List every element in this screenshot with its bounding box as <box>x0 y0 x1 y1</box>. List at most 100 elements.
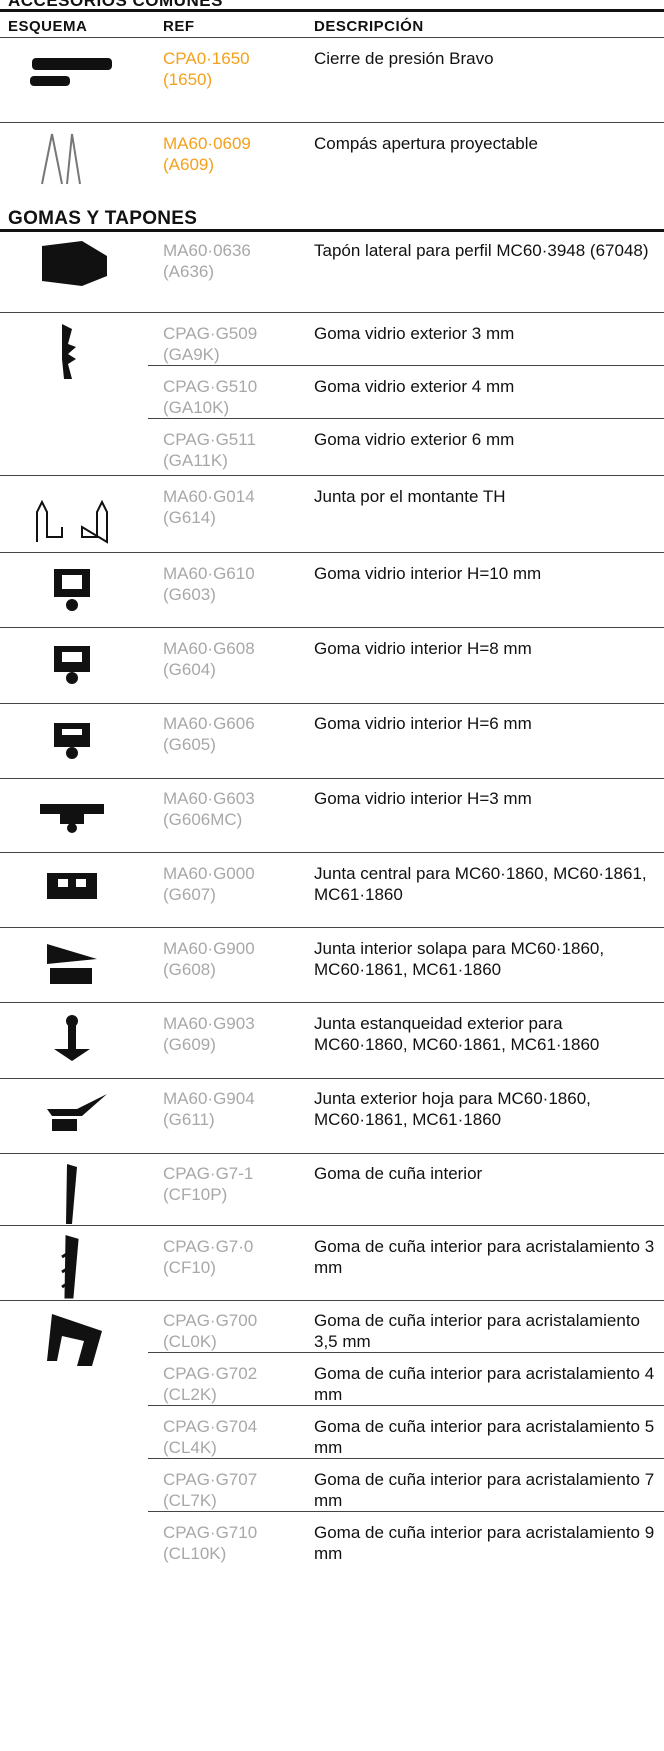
rule <box>0 552 664 553</box>
rule <box>0 9 664 12</box>
ref-cell: MA60·0636 (A636) <box>163 240 251 282</box>
ref-cell: MA60·0609 (A609) <box>163 133 251 175</box>
schematic-icon <box>42 241 107 286</box>
rule <box>0 229 664 232</box>
ref-code: (A609) <box>163 155 215 174</box>
ref-cell: CPAG·G7·0 (CF10) <box>163 1236 253 1278</box>
ref-cell: CPAG·G7-1 (CF10P) <box>163 1163 253 1205</box>
ref: MA60·G014 <box>163 487 255 506</box>
description: Goma vidrio exterior 6 mm <box>314 430 515 449</box>
rule <box>148 418 664 419</box>
schematic-icon <box>54 1015 90 1061</box>
schematic-icon <box>41 133 81 185</box>
description: Junta por el montante TH <box>314 487 506 506</box>
ref: CPAG·G710 <box>163 1523 258 1542</box>
ref: CPA0·1650 <box>163 49 250 68</box>
ref-cell: CPAG·G510 (GA10K) <box>163 376 257 418</box>
schematic-icon <box>54 569 90 611</box>
ref-code: (G604) <box>163 660 216 679</box>
schematic-icon <box>62 324 76 379</box>
header-cell: REF <box>163 18 195 35</box>
rule <box>0 1225 664 1226</box>
ref: MA60·0609 <box>163 134 251 153</box>
rule <box>0 1002 664 1003</box>
ref: CPAG·G702 <box>163 1364 258 1383</box>
ref-cell: CPAG·G509 (GA9K) <box>163 323 257 365</box>
top-heading: ACCESORIOS COMUNES <box>8 0 223 10</box>
ref-cell: MA60·G606 (G605) <box>163 713 255 755</box>
ref: CPAG·G7-1 <box>163 1164 254 1183</box>
rule <box>0 1300 664 1301</box>
schematic-icon <box>54 723 90 759</box>
ref-code: (G611) <box>163 1110 215 1129</box>
ref-cell: MA60·G014 (G614) <box>163 486 255 528</box>
rule <box>0 852 664 853</box>
ref: CPAG·G7·0 <box>163 1237 254 1256</box>
ref-cell: MA60·G900 (G608) <box>163 938 255 980</box>
ref-code: (GA11K) <box>163 451 228 470</box>
ref: MA60·G900 <box>163 939 255 958</box>
description: Goma vidrio interior H=10 mm <box>314 564 542 583</box>
description: Tapón lateral para perfil MC60·3948 (670… <box>314 241 649 260</box>
description: Goma de cuña interior <box>314 1164 483 1183</box>
ref-code: (G609) <box>163 1035 216 1054</box>
ref-cell: CPAG·G702 (CL2K) <box>163 1363 257 1405</box>
ref-cell: MA60·G608 (G604) <box>163 638 255 680</box>
ref-code: (G608) <box>163 960 216 979</box>
description: Goma de cuña interior para acristalamien… <box>314 1364 655 1404</box>
ref-code: (GA9K) <box>163 345 220 364</box>
ref-code: (1650) <box>163 70 213 89</box>
description: Goma vidrio interior H=8 mm <box>314 639 532 658</box>
ref-code: (G605) <box>163 735 216 754</box>
ref-code: (G603) <box>163 585 216 604</box>
ref-cell: MA60·G903 (G609) <box>163 1013 255 1055</box>
rule <box>0 37 664 38</box>
description: Goma vidrio interior H=3 mm <box>314 789 532 808</box>
description: Cierre de presión Bravo <box>314 49 494 68</box>
rule <box>148 1405 664 1406</box>
description: Goma de cuña interior para acristalamien… <box>314 1523 655 1563</box>
schematic-icon <box>40 804 104 833</box>
ref-code: (CL0K) <box>163 1332 217 1351</box>
ref-cell: CPAG·G710 (CL10K) <box>163 1522 257 1564</box>
ref-code: (CF10) <box>163 1258 216 1277</box>
schematic-icon <box>47 1314 102 1366</box>
ref-cell: CPA0·1650 (1650) <box>163 48 250 90</box>
schematic-icon <box>47 944 97 984</box>
rule <box>148 365 664 366</box>
ref-code: (G607) <box>163 885 216 904</box>
description: Goma vidrio exterior 4 mm <box>314 377 515 396</box>
description: Compás apertura proyectable <box>314 134 538 153</box>
rule <box>0 927 664 928</box>
ref-code: (CL10K) <box>163 1544 227 1563</box>
header-cell: ESQUEMA <box>8 18 88 35</box>
ref: CPAG·G704 <box>163 1417 258 1436</box>
rule <box>0 312 664 313</box>
ref-code: (CL2K) <box>163 1385 217 1404</box>
ref: CPAG·G700 <box>163 1311 258 1330</box>
ref-cell: CPAG·G511 (GA11K) <box>163 429 256 471</box>
ref-code: (CF10P) <box>163 1185 228 1204</box>
ref-code: (CL4K) <box>163 1438 217 1457</box>
ref-cell: MA60·G610 (G603) <box>163 563 255 605</box>
description: Junta interior solapa para MC60·1860, MC… <box>314 939 605 979</box>
ref-code: (G606MC) <box>163 810 243 829</box>
schematic-icon <box>61 1234 79 1299</box>
description: Goma de cuña interior para acristalamien… <box>314 1417 655 1457</box>
rule <box>0 1078 664 1079</box>
ref-cell: MA60·G000 (G607) <box>163 863 255 905</box>
schematic-icon <box>47 873 97 899</box>
ref-code: (CL7K) <box>163 1491 217 1510</box>
ref-code: (A636) <box>163 262 215 281</box>
ref: MA60·G904 <box>163 1089 255 1108</box>
rule <box>0 703 664 704</box>
section-title: GOMAS Y TAPONES <box>8 208 198 229</box>
schematic-icon <box>36 499 108 544</box>
description: Junta central para MC60·1860, MC60·1861,… <box>314 864 647 904</box>
ref-code: (G614) <box>163 508 216 527</box>
description: Goma de cuña interior para acristalamien… <box>314 1470 655 1510</box>
description: Junta estanqueidad exterior para MC60·18… <box>314 1014 600 1054</box>
ref: MA60·G603 <box>163 789 255 808</box>
description: Goma vidrio exterior 3 mm <box>314 324 515 343</box>
